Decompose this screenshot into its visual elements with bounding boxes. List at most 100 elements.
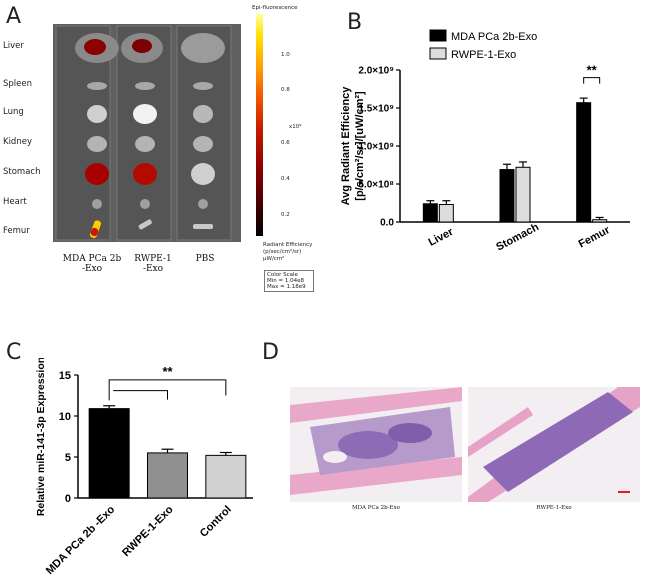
panel-letter-b: B bbox=[347, 10, 363, 35]
chart-b-bar bbox=[576, 102, 592, 223]
scale-box-max: Max = 1.18e9 bbox=[267, 284, 306, 290]
chart-b-legend-swatch bbox=[429, 47, 447, 60]
spleen-pbs bbox=[193, 82, 213, 90]
group-caption-mda-line1: MDA PCa 2b bbox=[62, 254, 122, 264]
chart-b-ytick-label: 1.5×10⁹ bbox=[358, 104, 394, 115]
color-scale-bar bbox=[256, 14, 263, 236]
chart-c-ylabel: Relative miR-141-3p Expression bbox=[35, 358, 47, 516]
spleen-mda bbox=[87, 82, 107, 90]
group-caption-pbs-line1: PBS bbox=[195, 254, 215, 264]
colorbar-tick-5: 0.2 bbox=[281, 212, 290, 218]
femur-mda-signal bbox=[90, 227, 99, 237]
chart-c-ytick-label: 5 bbox=[65, 452, 71, 464]
chart-b-category-label: Liver bbox=[426, 226, 455, 249]
group-caption-rwpe-line2: -Exo bbox=[142, 264, 164, 275]
chart-b-ytick-label: 2.0×10⁹ bbox=[358, 66, 394, 77]
colorbar-tick-1: 1.0 bbox=[281, 52, 290, 58]
chart-c-category-label: Control bbox=[198, 504, 234, 540]
ex-vivo-imaging-panel: Liver Spleen Lung Kidney Stomach Heart Femur bbox=[3, 24, 241, 242]
chart-b-ytick-label: 0.0 bbox=[380, 218, 394, 229]
group-caption-mda-line2: -Exo bbox=[81, 264, 103, 275]
colorbar-tick-2: 0.8 bbox=[281, 87, 290, 93]
group-caption-pbs: PBS bbox=[185, 254, 225, 264]
chart-b-svg: 0.0 5.0×10⁸ 1.0×10⁹ 1.5×10⁹ 2.0×10⁹ Avg Radia… bbox=[340, 29, 630, 254]
colorbar-unit-line2: (p/sec/cm²/sr) bbox=[263, 249, 302, 255]
chart-b-bar bbox=[592, 219, 608, 223]
organ-label-heart: Heart bbox=[3, 197, 27, 207]
chart-c-category-label: RWPE-1-Exo bbox=[120, 503, 176, 559]
heart-pbs bbox=[198, 199, 208, 209]
colorbar-tick-4: 0.4 bbox=[281, 176, 290, 182]
lung-mda bbox=[87, 105, 107, 123]
stomach-pbs bbox=[191, 163, 215, 185]
chart-c-ytick-label: 15 bbox=[59, 370, 71, 382]
chart-c-significance-bracket bbox=[108, 379, 227, 401]
chart-c-bar bbox=[88, 408, 130, 499]
organ-label-kidney: Kidney bbox=[3, 137, 32, 147]
chart-b-ytick-label: 5.0×10⁸ bbox=[358, 180, 394, 191]
heart-rwpe bbox=[140, 199, 150, 209]
lung-pbs bbox=[193, 105, 213, 123]
histology-image-rwpe bbox=[468, 387, 640, 502]
femur-rwpe bbox=[138, 219, 152, 230]
chart-c-category-label: MDA PCa 2b -Exo bbox=[44, 503, 118, 577]
stomach-mda bbox=[85, 163, 109, 185]
femur-pbs bbox=[193, 224, 213, 229]
group-caption-rwpe-line1: RWPE-1 bbox=[134, 254, 172, 264]
kidney-pbs bbox=[193, 136, 213, 152]
chart-b-legend-label: RWPE-1-Exo bbox=[451, 49, 516, 61]
liver-mda-signal bbox=[84, 39, 106, 55]
chart-b-legend-label: MDA PCa 2b-Exo bbox=[451, 31, 537, 43]
chart-b-category-label: Femur bbox=[577, 224, 613, 251]
lung-rwpe bbox=[133, 104, 157, 124]
organ-label-stomach: Stomach bbox=[3, 167, 41, 177]
kidney-rwpe bbox=[135, 136, 155, 152]
chart-b-bar bbox=[499, 169, 515, 223]
chart-b-bar bbox=[438, 204, 454, 223]
chart-c-ytick-label: 0 bbox=[65, 493, 71, 505]
liver-pbs bbox=[181, 33, 225, 63]
chart-b-category-label: Stomach bbox=[494, 221, 541, 254]
histology-mda-graphic bbox=[290, 387, 462, 502]
chart-c-significance-bracket-inner bbox=[113, 390, 168, 400]
histology-image-mda bbox=[290, 387, 462, 502]
heart-mda bbox=[92, 199, 102, 209]
histology-rwpe-graphic bbox=[468, 387, 640, 502]
panel-letter-c: C bbox=[6, 340, 22, 365]
color-scale-box: Color Scale Min = 1.04e8 Max = 1.18e9 bbox=[264, 270, 314, 292]
colorbar-title: Epi-fluorescence bbox=[252, 5, 298, 11]
colorbar-multiplier: x10⁹ bbox=[289, 124, 302, 130]
scale-box-min: Min = 1.04e8 bbox=[267, 278, 304, 284]
organ-imaging-graphics bbox=[55, 25, 232, 241]
chart-b-ytick-label: 1.0×10⁹ bbox=[358, 142, 394, 153]
organ-label-liver: Liver bbox=[3, 41, 24, 51]
panel-letter-a: A bbox=[6, 4, 22, 29]
chart-b-significance-bracket bbox=[583, 77, 601, 84]
group-caption-mda: MDA PCa 2b -Exo bbox=[56, 254, 128, 275]
chart-c-significance-label: ** bbox=[162, 364, 173, 379]
scale-box-title: Color Scale bbox=[267, 272, 298, 278]
histology-caption-mda: MDA PCa 2b-Exo bbox=[351, 505, 400, 511]
chart-b-ylabel: Avg Radiant Efficiency bbox=[340, 86, 352, 206]
chart-c-bar bbox=[147, 452, 188, 499]
group-caption-rwpe: RWPE-1 -Exo bbox=[128, 254, 178, 275]
stomach-rwpe bbox=[133, 163, 157, 185]
chart-b-significance-label: ** bbox=[587, 63, 598, 78]
chart-c-bar bbox=[205, 454, 247, 499]
organ-label-lung: Lung bbox=[3, 107, 24, 117]
colorbar-unit-line3: µW/cm² bbox=[263, 256, 285, 262]
histology-caption-rwpe: RWPE-1-Exo bbox=[536, 505, 572, 511]
organ-label-spleen: Spleen bbox=[3, 79, 32, 89]
chart-c-svg: 0 5 10 15 Relative miR-141-3p ExpressionMDA … bbox=[35, 358, 253, 577]
chart-b-legend-swatch bbox=[429, 29, 447, 42]
organ-label-femur: Femur bbox=[3, 226, 30, 236]
chart-b-bar bbox=[422, 203, 438, 223]
chart-b-ylabel-line2: [p/s/cm²/sr]/[uW/cm²] bbox=[354, 91, 366, 201]
liver-rwpe-signal bbox=[132, 39, 152, 53]
colorbar-tick-3: 0.6 bbox=[281, 140, 290, 146]
kidney-mda bbox=[87, 136, 107, 152]
chart-c-ytick-label: 10 bbox=[59, 411, 71, 423]
panel-letter-d: D bbox=[262, 340, 279, 365]
chart-b-bar bbox=[515, 166, 531, 223]
spleen-rwpe bbox=[135, 82, 155, 90]
